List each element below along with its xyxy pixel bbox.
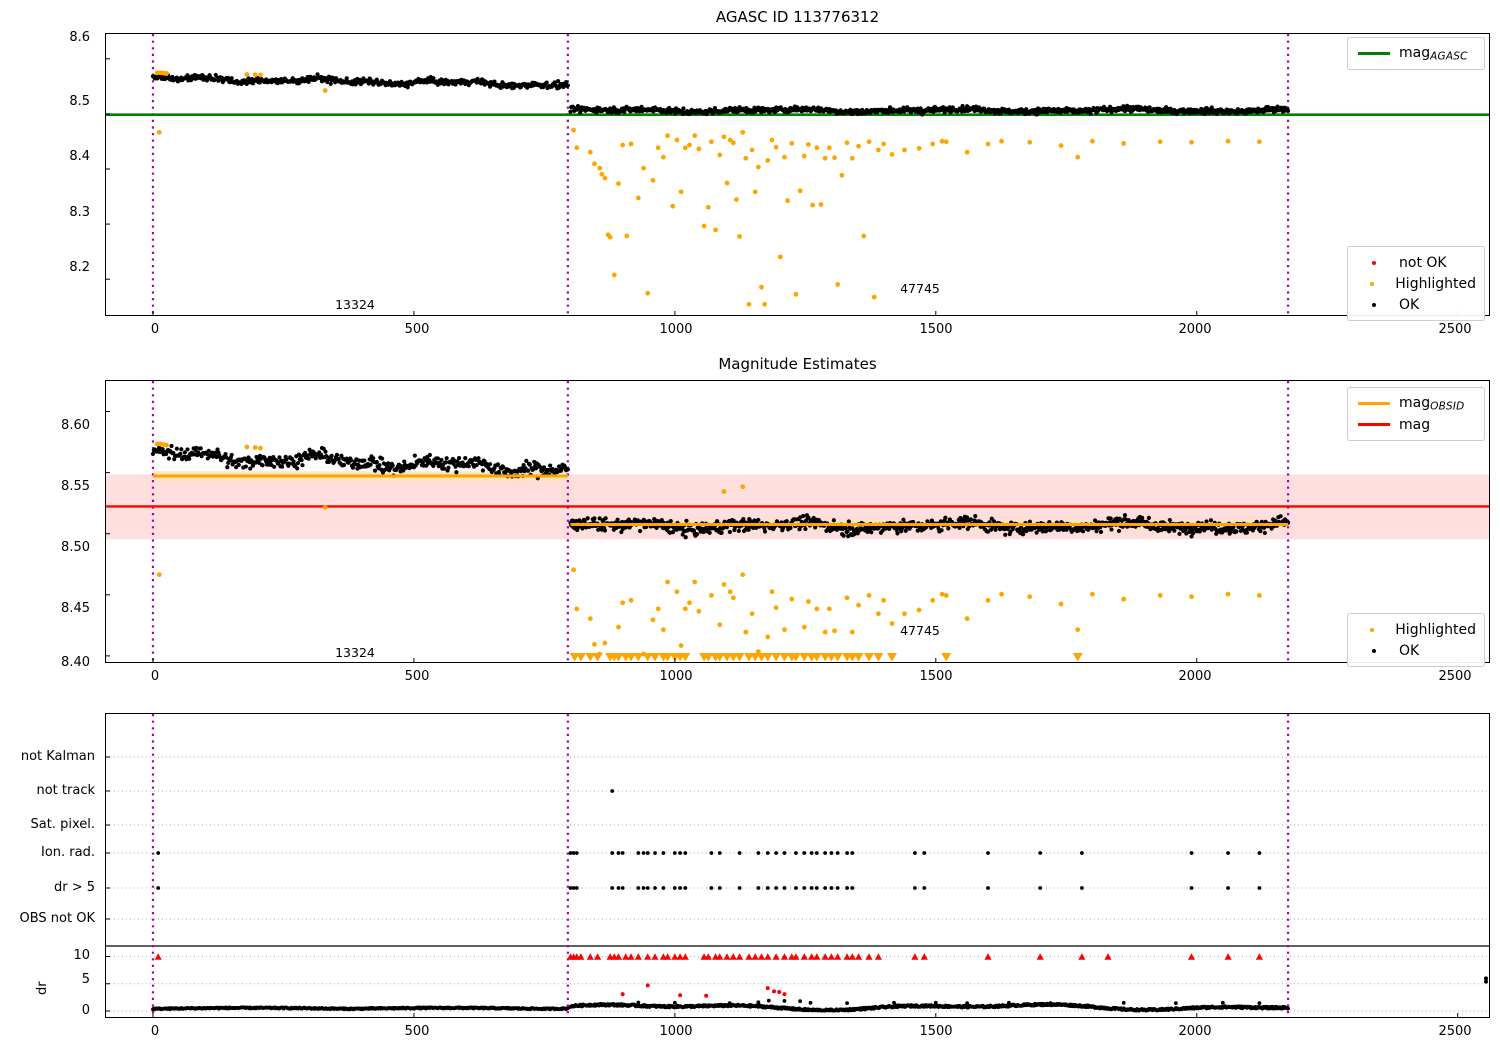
panel2-xtick: 500 [404,669,430,684]
panel1-title: AGASC ID 113776312 [715,8,880,26]
panel2-plot-area [106,381,1489,662]
legend-entry: magOBSID [1356,393,1476,414]
panel2-ytick: 8.45 [61,601,90,616]
panel3-flag-label-not-track: not track [36,783,95,798]
panel2-ytick: 8.55 [61,479,90,494]
panel1-xtick: 2500 [1438,322,1472,337]
legend-entry: OK [1356,294,1476,315]
panel1-xtick: 1000 [659,322,693,337]
panel2-xtick: 1500 [919,669,953,684]
panel1-ytick: 8.4 [69,149,90,164]
legend-entry: Highlighted [1356,619,1476,640]
legend-label: Highlighted [1395,621,1476,638]
dot-swatch-icon [1356,648,1392,653]
panel1-xtick: 2000 [1178,322,1212,337]
legend-label: Highlighted [1395,275,1476,292]
panel1-obsid-label-47745: 47745 [900,281,940,296]
panel2-obsid-label-13324: 13324 [335,645,375,660]
panel-magnitude-vs-time [105,33,1490,316]
panel1-legend-markers[interactable]: not OK Highlighted OK [1347,246,1485,321]
panel1-ytick: 8.6 [69,30,90,45]
panel2-xtick: 1000 [659,669,693,684]
line-swatch-icon [1356,402,1392,405]
legend-entry: Highlighted [1356,273,1476,294]
panel3-xtick: 1000 [659,1024,693,1039]
panel2-title: Magnitude Estimates [718,355,877,373]
panel3-xtick: 2500 [1438,1024,1472,1039]
panel1-ytick: 8.5 [69,94,90,109]
panel2-ytick: 8.40 [61,655,90,670]
line-swatch-icon [1356,52,1392,55]
panel3-flag-label-ion-rad: Ion. rad. [41,845,95,860]
panel3-flag-label-obs-not-ok: OBS not OK [19,911,96,926]
panel3-dr-ytick: 10 [73,948,90,963]
panel2-ytick: 8.50 [61,540,90,555]
legend-entry: OK [1356,640,1476,661]
dot-swatch-icon [1356,281,1388,286]
panel1-ytick: 8.3 [69,205,90,220]
panel3-flag-label-sat-pixel: Sat. pixel. [30,817,95,832]
panel2-xtick: 0 [150,669,160,684]
panel-flags-and-dr [105,713,1490,1018]
dot-swatch-icon [1356,302,1392,307]
legend-label: OK [1399,642,1420,659]
panel2-xtick: 2000 [1178,669,1212,684]
panel3-xtick: 0 [150,1024,160,1039]
legend-label: magOBSID [1399,394,1465,413]
panel2-obsid-label-47745: 47745 [900,623,940,638]
panel1-xtick: 500 [404,322,430,337]
legend-subscript: AGASC [1430,50,1468,63]
panel1-plot-area [106,34,1489,315]
legend-entry: not OK [1356,252,1476,273]
legend-entry: magAGASC [1356,43,1476,64]
dot-swatch-icon [1356,260,1392,265]
panel2-legend-lines[interactable]: magOBSID mag [1347,387,1485,441]
panel-magnitude-estimates [105,380,1490,663]
legend-label: OK [1399,296,1420,313]
panel2-ytick: 8.60 [61,418,90,433]
panel2-legend-markers[interactable]: Highlighted OK [1347,613,1485,667]
panel2-xtick: 2500 [1438,669,1472,684]
panel3-plot-area [106,714,1489,1017]
panel3-xtick: 1500 [919,1024,953,1039]
line-swatch-icon [1356,423,1392,426]
panel3-flag-label-not-kalman: not Kalman [20,749,95,764]
legend-subscript: OBSID [1430,400,1465,413]
panel3-dr-ytick: 5 [81,972,90,987]
legend-label: mag [1399,416,1431,433]
legend-entry: mag [1356,414,1476,435]
panel3-xtick: 500 [404,1024,430,1039]
legend-label: not OK [1399,254,1447,271]
panel3-flag-label-dr-gt-5: dr > 5 [53,880,95,895]
panel1-xtick: 0 [150,322,160,337]
panel1-obsid-label-13324: 13324 [335,297,375,312]
legend-label: magAGASC [1399,44,1468,63]
panel1-legend-magagsc[interactable]: magAGASC [1347,37,1485,70]
panel3-xtick: 2000 [1178,1024,1212,1039]
panel1-ytick: 8.2 [69,260,90,275]
dot-swatch-icon [1356,627,1388,632]
panel3-dr-ytick: 0 [81,1003,90,1018]
panel1-xtick: 1500 [919,322,953,337]
